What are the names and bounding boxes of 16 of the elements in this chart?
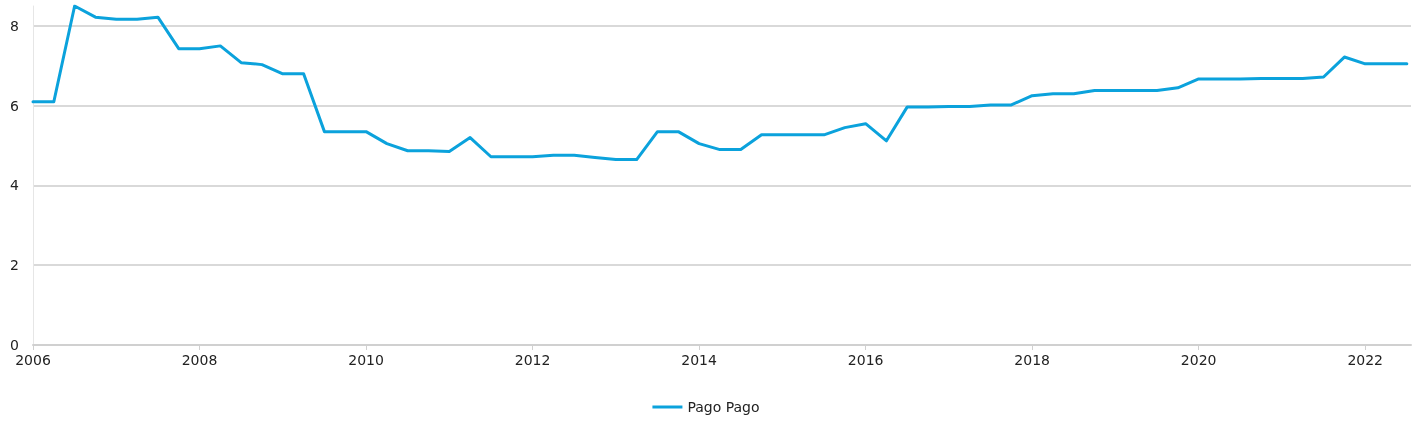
- y-tick-label: 8: [10, 17, 19, 34]
- y-tick-label: 2: [10, 257, 19, 274]
- x-tick-label: 2022: [1347, 352, 1384, 368]
- y-tick-label: 0: [10, 337, 19, 353]
- x-tick-label: 2014: [681, 352, 717, 368]
- y-tick-label: 4: [10, 177, 20, 194]
- x-tick-label: 2008: [181, 352, 218, 368]
- x-tick-label: 2018: [1014, 352, 1050, 368]
- x-tick-label: 2012: [514, 352, 551, 368]
- x-tick-label: 2016: [847, 352, 884, 368]
- x-tick-label: 2006: [15, 352, 51, 368]
- y-tick-label: 6: [10, 97, 20, 114]
- line-series: [31, 4, 1409, 162]
- x-tick-label: 2020: [1180, 352, 1217, 368]
- legend-label: Pago Pago: [687, 399, 760, 415]
- x-tick-label: 2010: [348, 352, 384, 368]
